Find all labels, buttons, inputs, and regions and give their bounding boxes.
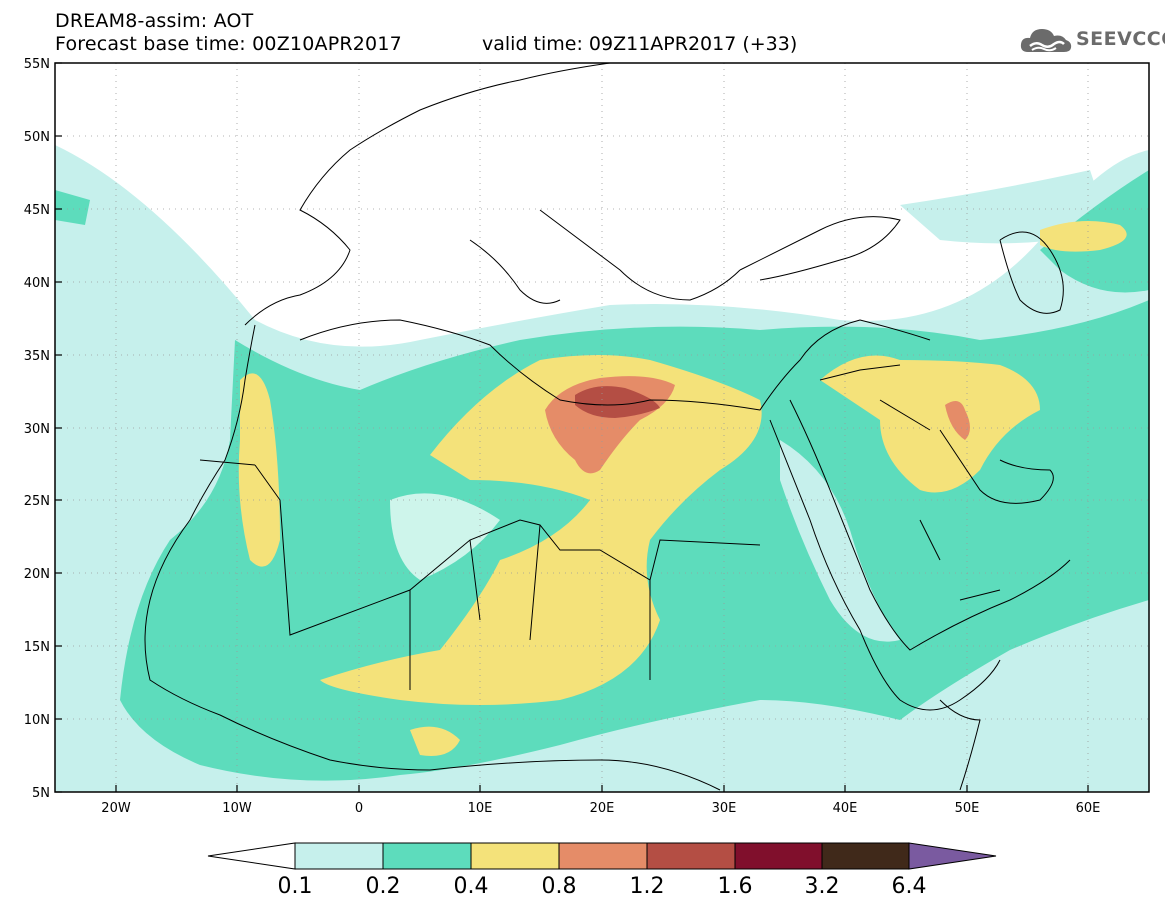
aot-band-0.1-gap2 (390, 493, 500, 580)
coastlines (144, 63, 1071, 791)
lat-label: 15N (24, 640, 50, 655)
colorbar-label: 0.2 (366, 874, 401, 899)
coastline-caspian (999, 231, 1064, 314)
lat-label: 20N (24, 567, 50, 582)
lon-label: 40E (833, 801, 858, 816)
aot-band-1.2 (575, 386, 660, 418)
colorbar-swatch (558, 842, 648, 870)
colorbar-label: 0.4 (454, 874, 489, 899)
coastline-red-sea (769, 419, 1001, 711)
lon-label: 60E (1076, 801, 1101, 816)
lat-label: 30N (24, 422, 50, 437)
aot-contours (55, 145, 1149, 792)
colorbar-label: 1.6 (718, 874, 753, 899)
colorbar-label: 1.2 (630, 874, 665, 899)
forecast-base-time: Forecast base time: 00Z10APR2017 (55, 33, 402, 55)
coastline-europe (244, 63, 611, 326)
lat-label: 35N (24, 349, 50, 364)
aot-band-0.8-b (945, 401, 970, 440)
aot-band-0.2-c (55, 190, 90, 225)
lon-label: 20W (101, 801, 131, 816)
lon-label: 30E (712, 801, 737, 816)
colorbar-swatch (294, 842, 384, 870)
lat-label: 50N (24, 130, 50, 145)
coastline-italy (469, 239, 561, 304)
border-middle-east (819, 364, 1001, 601)
coastline-iberia-africa (144, 324, 721, 791)
lon-label: 10E (468, 801, 493, 816)
colorbar-labels: 0.1 0.2 0.4 0.8 1.2 1.6 3.2 6.4 (278, 874, 927, 899)
lon-label: 50E (955, 801, 980, 816)
aot-band-0.4-c (238, 373, 280, 567)
valid-time: valid time: 09Z11APR2017 (+33) (482, 33, 798, 55)
chart-title: DREAM8-assim: AOT (55, 10, 254, 32)
colorbar-high-arrow (908, 842, 997, 870)
coastline-blacksea (739, 216, 901, 281)
colorbar-label: 6.4 (892, 874, 927, 899)
colorbar-swatch (470, 842, 560, 870)
aot-band-0.1-gap (780, 440, 900, 642)
coastline-mediterranean (299, 319, 931, 411)
lon-label: 10W (222, 801, 252, 816)
map-grid (55, 63, 1149, 792)
colorbar-swatch (646, 842, 736, 870)
aot-band-0.4-b (820, 355, 1040, 493)
colorbar-low-arrow (207, 842, 296, 870)
border-north-africa (254, 464, 761, 636)
axis-ticks (55, 62, 1089, 793)
aot-band-0.4 (320, 355, 762, 705)
coastline-red-sea-east (789, 399, 1071, 651)
lat-label: 40N (24, 276, 50, 291)
colorbar-label: 3.2 (805, 874, 840, 899)
logo-text: SEEVCCC (1076, 28, 1165, 50)
colorbar (207, 842, 997, 870)
colorbar-swatch (821, 842, 910, 870)
lat-labels: 55N 50N 45N 40N 35N 30N 25N 20N 15N 10N … (24, 57, 50, 801)
lat-label: 10N (24, 713, 50, 728)
aot-band-0.4-d (410, 726, 460, 756)
lat-label: 45N (24, 203, 50, 218)
coastline-balkans (539, 209, 741, 301)
seevccc-logo: SEEVCCC (1018, 22, 1165, 58)
colorbar-swatch (382, 842, 472, 870)
cloud-icon (1020, 29, 1072, 52)
lon-labels: 20W 10W 0 10E 20E 30E 40E 50E 60E (101, 801, 1100, 816)
colorbar-swatch (734, 842, 823, 870)
colorbar-label: 0.8 (542, 874, 577, 899)
colorbar-label: 0.1 (278, 874, 313, 899)
lon-label: 20E (590, 801, 615, 816)
lon-label: 0 (355, 801, 363, 816)
lat-label: 55N (24, 57, 50, 72)
border-sahel (199, 459, 651, 690)
coastline-horn (939, 699, 981, 791)
lat-label: 25N (24, 494, 50, 509)
aot-band-0.4-e (1040, 221, 1127, 252)
lat-label: 5N (32, 786, 50, 801)
coastline-gulf (939, 429, 1054, 504)
